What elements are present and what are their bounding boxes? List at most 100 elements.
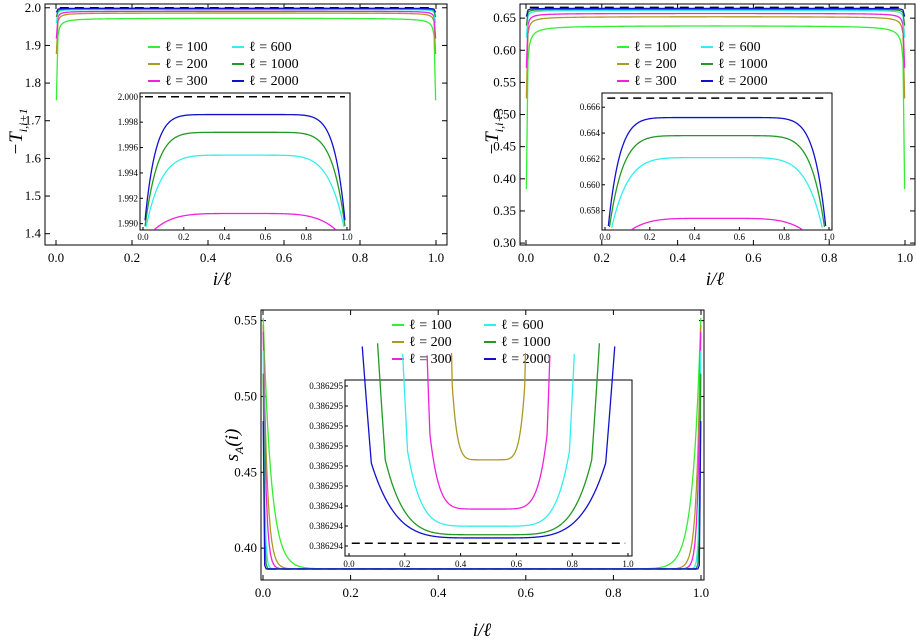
inset-frame (139, 92, 351, 231)
y-tick-label: 0.50 (493, 107, 516, 122)
inset-curve-l1000 (376, 343, 601, 536)
legend-label: ℓ = 100 (165, 40, 208, 55)
inset-y-tick-label: 1.992 (118, 193, 138, 203)
inset-x-tick-label: 0.2 (399, 559, 410, 569)
legend-label: ℓ = 300 (634, 74, 677, 89)
x-tick-label: 0.0 (255, 585, 271, 600)
curve-l600 (525, 9, 906, 38)
inset-y-tick-label: 0.386294 (309, 541, 343, 551)
panel-b: 0.0 0.2 0.4 0.6 0.8 1.0 0.300.350.400.450.500… (482, 3, 916, 290)
inset-curve-l2000 (361, 346, 616, 539)
y-tick-label: 0.40 (493, 171, 516, 186)
legend-label: ℓ = 600 (249, 40, 292, 55)
curve-l600 (55, 8, 437, 24)
curve-l200 (525, 16, 906, 99)
x-tick-label: 0.4 (430, 585, 447, 600)
x-tick-label: 0.2 (594, 250, 610, 265)
legend-label: ℓ = 2000 (718, 74, 768, 89)
x-tick-label: 0.6 (518, 585, 535, 600)
y-tick-label: 1.6 (25, 150, 42, 165)
y-tick-label: 0.55 (234, 313, 257, 328)
inset-y-tick-label: 0.658 (580, 206, 601, 216)
panel-b-y-ticks: 0.30 0.35 0.40 0.45 0.50 0.55 0.60 0.65 (493, 10, 915, 250)
inset-x-tick-label: 0.0 (137, 232, 149, 242)
inset-y-tick-label: 0.386295 (309, 461, 343, 471)
legend-label: ℓ = 200 (409, 335, 452, 350)
inset-curve-l300 (631, 217, 803, 231)
panel-b-legend: ℓ = 100 ℓ = 200 ℓ = 300 ℓ = 600 ℓ = 1000 ℓ = … (617, 40, 768, 89)
inset-y-tick-label: 0.660 (580, 180, 601, 190)
panel-b-inset: 0.0 0.2 0.4 0.6 0.8 1.0 0.658 0.660 0.662 0.664 0.… (580, 92, 835, 242)
legend-label: ℓ = 1000 (249, 57, 299, 72)
legend-label: ℓ = 200 (634, 57, 677, 72)
panel-c-y-label-main: s (222, 454, 243, 461)
inset-y-tick-label: 0.664 (580, 128, 601, 138)
inset-curve-l1000 (608, 135, 826, 228)
curve-l100 (55, 17, 437, 101)
curve-l300 (55, 10, 437, 39)
panel-c-y-label-sub: A (232, 446, 246, 455)
panel-a-y-label: −Ti,i+1 (6, 108, 30, 155)
panel-a-frame (44, 3, 448, 246)
panel-c-x-label: i/ℓ (473, 620, 492, 641)
x-tick-label: 0.6 (745, 250, 762, 265)
inset-x-tick-label: 0.4 (455, 559, 467, 569)
y-tick-label: 0.65 (493, 10, 516, 25)
y-tick-label: 1.4 (25, 226, 42, 241)
x-tick-label: 0.4 (200, 250, 217, 265)
inset-y-tick-label: 0.386294 (309, 521, 343, 531)
legend-label: ℓ = 600 (718, 40, 761, 55)
inset-x-tick-label: 0.8 (301, 232, 313, 242)
inset-y-tick-label: 0.386295 (309, 441, 343, 451)
inset-y-tick-label: 1.998 (118, 117, 139, 127)
inset-y-tick-label: 2.000 (118, 92, 139, 102)
panel-a-x-ticks: 0.0 0.2 0.4 0.6 0.8 1.0 (48, 4, 444, 265)
x-tick-label: 0.8 (605, 585, 621, 600)
inset-x-tick-label: 1.0 (341, 232, 353, 242)
curve-l200 (55, 12, 437, 55)
x-tick-label: 0.8 (352, 250, 368, 265)
legend-label: ℓ = 100 (409, 318, 452, 333)
panel-a-y-label-main: −T (6, 131, 27, 156)
panel-c-y-label-tail: (i) (222, 429, 243, 447)
legend-label: ℓ = 300 (409, 352, 452, 367)
inset-y-tick-label: 0.386295 (309, 381, 343, 391)
inset-y-tick-label: 0.386295 (309, 401, 343, 411)
panel-c-x-ticks: 0.0 0.2 0.4 0.6 0.8 1.0 (255, 310, 709, 600)
legend-label: ℓ = 600 (501, 318, 544, 333)
inset-curve-l200 (450, 353, 527, 461)
legend-label: ℓ = 100 (634, 40, 677, 55)
x-tick-label: 0.8 (821, 250, 837, 265)
panel-c-frame (260, 309, 705, 581)
panel-b-x-ticks: 0.0 0.2 0.4 0.6 0.8 1.0 (518, 4, 913, 265)
inset-y-tick-label: 0.386295 (309, 421, 343, 431)
legend-label: ℓ = 300 (165, 74, 208, 89)
panel-c-y-ticks: 0.40 0.45 0.50 0.55 (234, 313, 704, 555)
panel-b-x-label: i/ℓ (706, 269, 725, 290)
y-tick-label: 0.35 (493, 203, 516, 218)
legend-label: ℓ = 200 (165, 57, 208, 72)
inset-x-tick-label: 0.8 (779, 232, 791, 242)
inset-frame (344, 379, 633, 557)
legend-label: ℓ = 2000 (249, 74, 299, 89)
panel-c-curves (262, 318, 702, 570)
panel-a-legend: ℓ = 100 ℓ = 200 ℓ = 300 ℓ = 600 ℓ = 1000 ℓ = … (148, 40, 299, 89)
curve-l2000 (525, 7, 906, 17)
y-tick-label: 1.8 (25, 75, 41, 90)
inset-curve-l2000 (607, 116, 827, 227)
inset-x-tick-label: 1.0 (823, 232, 835, 242)
y-tick-label: 0.50 (234, 388, 257, 403)
inset-x-tick-label: 0.6 (260, 232, 272, 242)
inset-curve-l300 (153, 212, 337, 231)
inset-y-tick-label: 1.996 (118, 143, 139, 153)
panel-a: 0.0 0.2 0.4 0.6 0.8 1.0 1.4 1.5 1.6 1.7 1.8 1.9 2.0… (6, 0, 448, 290)
panel-c-inset: 0.0 0.2 0.4 0.6 0.8 1.0 0.386294 0.386294 0.3862… (309, 343, 634, 569)
curve-l1000 (525, 8, 906, 26)
panel-b-y-label-main: −T (482, 131, 503, 156)
panel-c: 0.0 0.2 0.4 0.6 0.8 1.0 0.40 0.45 0.50 0.55 ℓ = … (222, 309, 709, 641)
y-tick-label: 1.5 (25, 188, 41, 203)
panel-b-frame (519, 3, 916, 246)
y-tick-label: 1.9 (25, 37, 41, 52)
